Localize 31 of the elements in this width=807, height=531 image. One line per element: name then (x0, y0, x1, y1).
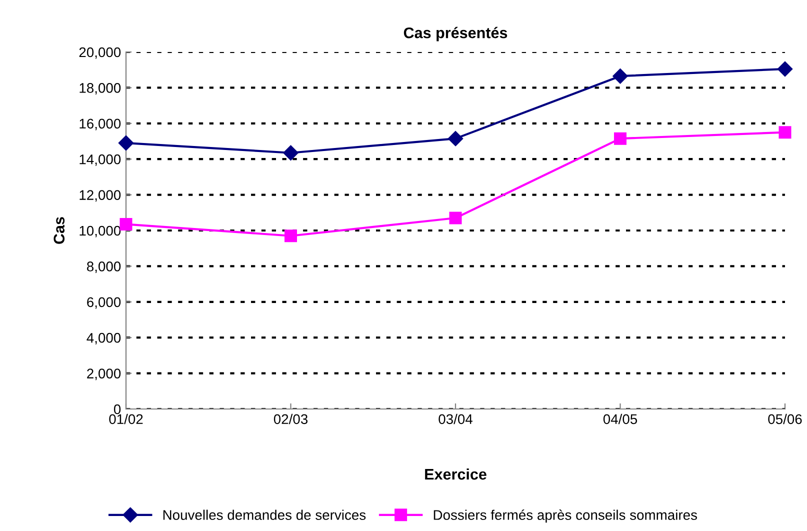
y-tick-label: 8,000 (86, 262, 121, 274)
point (448, 131, 464, 146)
point (284, 230, 297, 242)
y-axis-title: Cas (54, 217, 65, 244)
point (118, 135, 134, 151)
x-tick-label: 01/02 (109, 414, 143, 424)
chart-title: Cas présentés (404, 26, 508, 42)
point (120, 218, 132, 231)
y-tick-label: 16,000 (80, 118, 121, 130)
y-tick-label: 12,000 (80, 190, 121, 202)
point (778, 126, 792, 139)
y-tick-label: 2,000 (87, 368, 121, 380)
point (777, 61, 793, 77)
legend-label: Nouvelles demandes de services (163, 510, 366, 520)
x-tick-label: 03/04 (438, 414, 472, 424)
y-tick-label: 18,000 (80, 83, 121, 95)
y-tick-label: 10,000 (80, 226, 121, 238)
point (614, 132, 626, 145)
y-tick-label: 20,000 (79, 47, 121, 59)
point (283, 145, 298, 160)
y-tick-label: 6,000 (87, 297, 121, 309)
x-axis-title: Exercice (425, 468, 486, 480)
point (612, 68, 628, 84)
x-tick-label: 04/05 (603, 414, 638, 424)
y-tick-label: 14,000 (80, 154, 121, 166)
legend-label: Dossiers fermés après conseils sommaires (434, 510, 697, 523)
point (449, 212, 462, 224)
y-tick-label: 4,000 (86, 332, 121, 344)
x-tick-label: 05/06 (768, 414, 802, 424)
y-tick-label: 0 (114, 404, 121, 414)
x-tick-label: 02/03 (274, 414, 308, 424)
